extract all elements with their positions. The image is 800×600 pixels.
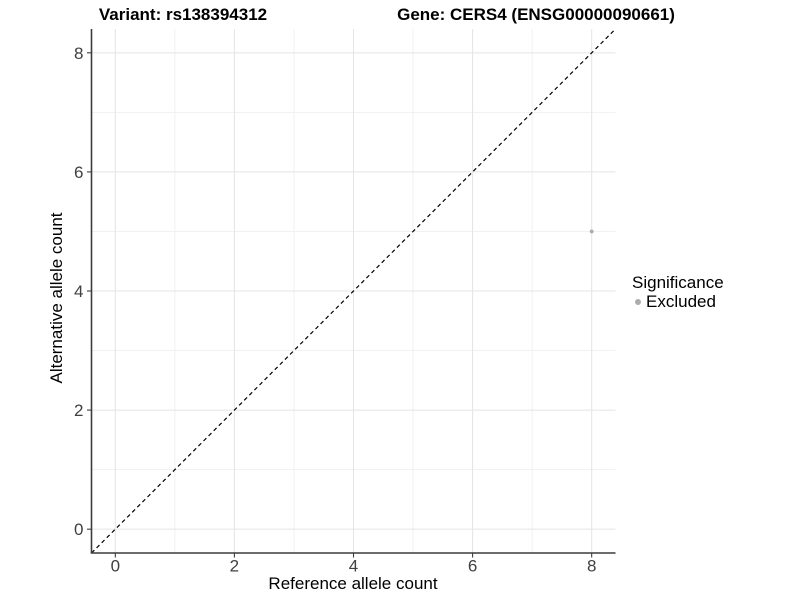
x-tick-label: 0 <box>111 557 120 576</box>
excluded-point-icon <box>635 298 641 305</box>
legend-title: Significance <box>632 273 724 292</box>
x-tick-label: 4 <box>349 557 358 576</box>
legend-item-label: Excluded <box>646 292 716 311</box>
x-tick-label: 8 <box>587 557 596 576</box>
x-axis-title: Reference allele count <box>268 574 438 593</box>
data-point <box>589 229 594 234</box>
gene-title: Gene: CERS4 (ENSG00000090661) <box>397 5 675 24</box>
y-tick-label: 8 <box>74 44 83 63</box>
y-tick-label: 2 <box>74 401 83 420</box>
x-tick-label: 2 <box>230 557 239 576</box>
legend-item-excluded: Excluded <box>635 292 724 311</box>
x-tick-label: 6 <box>468 557 477 576</box>
y-tick-label: 6 <box>74 163 83 182</box>
legend: Significance Excluded <box>632 273 724 311</box>
y-tick-label: 0 <box>74 520 83 539</box>
identity-line <box>91 28 616 554</box>
y-axis-title: Alternative allele count <box>47 212 66 384</box>
y-tick-label: 4 <box>74 282 83 301</box>
variant-title: Variant: rs138394312 <box>98 5 268 24</box>
